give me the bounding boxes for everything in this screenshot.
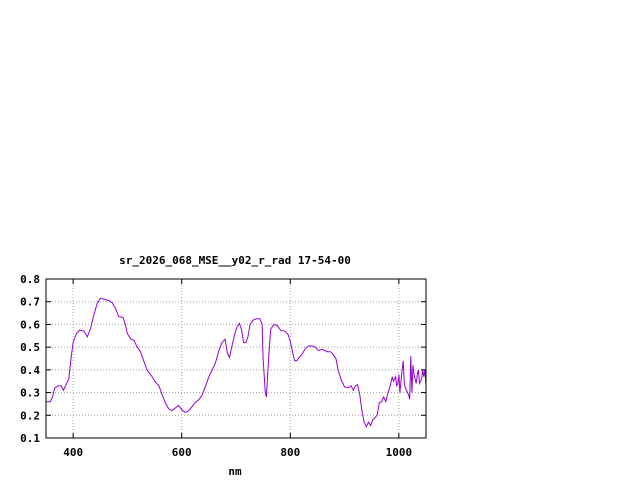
chart-title: sr_2026_068_MSE__y02_r_rad 17-54-00 [119,254,351,267]
grid-layer [46,279,426,438]
x-axis-label: nm [228,465,242,478]
plot-frame [45,278,427,439]
x-tick-label: 800 [280,446,300,459]
series-layer [46,297,427,428]
y-tick-label: 0.1 [20,432,40,445]
y-tick-label: 0.7 [20,296,40,309]
tick-layer [46,278,426,439]
y-tick-label: 0.5 [20,341,40,354]
y-tick-label: 0.8 [20,273,40,286]
label-layer: 400 600 800 1000 0.1 0.2 0.3 0.4 0.5 0.6 0.7 0.8 [20,273,412,459]
x-tick-label: 1000 [386,446,413,459]
series-line [46,297,427,428]
y-tick-label: 0.2 [20,409,40,422]
y-tick-label: 0.4 [20,364,40,377]
x-tick-label: 400 [63,446,83,459]
x-tick-label: 600 [172,446,192,459]
y-tick-label: 0.3 [20,387,40,400]
y-tick-label: 0.6 [20,318,40,331]
